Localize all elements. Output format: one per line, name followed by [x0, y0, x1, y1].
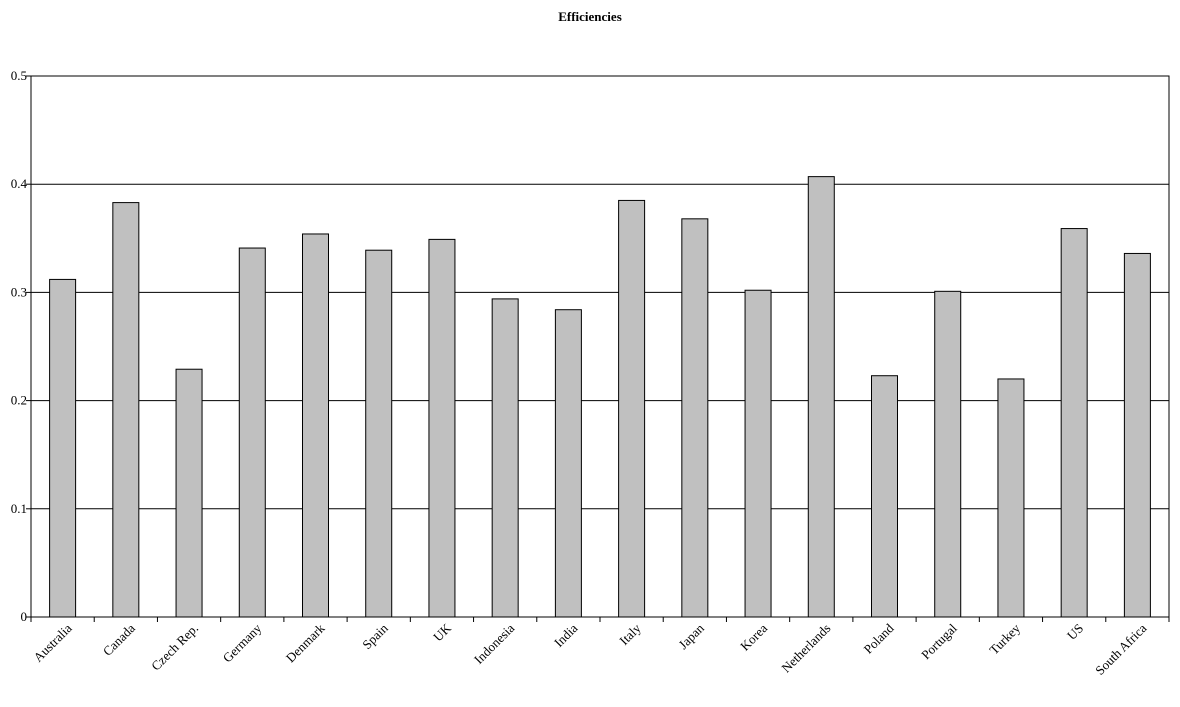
x-tick-label: Portugal [918, 620, 960, 662]
bar [1123, 252, 1151, 618]
bar [997, 378, 1025, 618]
x-tick-label: Italy [616, 620, 644, 648]
bar [681, 218, 709, 618]
x-tick-label: South Africa [1092, 620, 1149, 677]
x-tick-label: Indonesia [471, 620, 518, 667]
x-tick-label: India [551, 620, 581, 650]
axes [26, 75, 1170, 622]
y-tick-label: 0.4 [11, 176, 28, 191]
bar [934, 290, 962, 618]
bar [491, 298, 519, 618]
x-tick-label: US [1064, 621, 1086, 643]
bar [871, 375, 898, 618]
bar [112, 202, 140, 618]
x-tick-labels: Australia Canada Czech Rep. Germany Denmark S… [30, 620, 1149, 678]
bar [49, 278, 77, 618]
y-tick-label: 0.2 [11, 393, 27, 408]
x-tick-label: Japan [675, 620, 707, 652]
bar [238, 247, 266, 618]
bar [618, 199, 646, 618]
y-tick-label: 0.5 [11, 68, 27, 83]
chart-title: Efficiencies [558, 9, 622, 24]
y-tick-label: 0 [21, 609, 28, 624]
y-tick-labels: 0 0.1 0.2 0.3 0.4 0.5 [11, 68, 28, 624]
bar [744, 289, 772, 618]
bar [302, 233, 329, 618]
x-tick-label: Australia [30, 620, 74, 664]
x-tick-label: Poland [860, 620, 896, 656]
x-tick-label: Spain [359, 620, 391, 652]
x-tick-label: UK [430, 620, 454, 644]
y-tick-label: 0.3 [11, 284, 27, 299]
x-tick-label: Czech Rep. [148, 621, 201, 674]
bars [49, 176, 1151, 618]
bar [365, 249, 393, 618]
bar [554, 309, 582, 618]
y-tick-label: 0.1 [11, 501, 27, 516]
bar [807, 176, 835, 618]
x-tick-label: Turkey [986, 620, 1023, 657]
x-tick-label: Korea [737, 620, 770, 653]
x-tick-label: Netherlands [778, 621, 833, 676]
bar [428, 238, 456, 618]
x-tick-label: Germany [220, 620, 265, 665]
bar [1060, 228, 1088, 618]
x-tick-label: Canada [100, 620, 138, 658]
bar [175, 368, 203, 618]
x-tick-label: Denmark [283, 620, 328, 665]
